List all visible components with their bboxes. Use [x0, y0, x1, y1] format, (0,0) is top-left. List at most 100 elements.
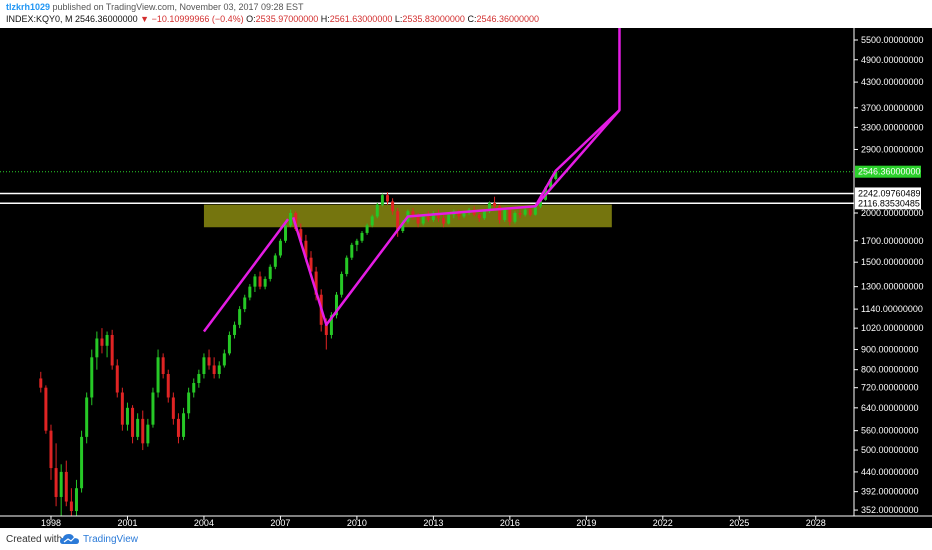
candle [131, 405, 135, 444]
candle-body [365, 225, 369, 233]
candle [49, 424, 53, 480]
candle [105, 331, 109, 358]
author-link[interactable]: tlzkrh1029 [6, 2, 51, 12]
candle-body [258, 276, 262, 287]
candle [212, 357, 216, 379]
candle-body [146, 424, 150, 444]
candle [431, 211, 435, 222]
candle-body [217, 365, 221, 375]
candle [350, 242, 354, 260]
level-label: 2242.09760489 [858, 188, 921, 198]
candle [166, 369, 170, 403]
time-tick-label: 2025 [729, 518, 749, 528]
ohlc-line: INDEX:KQY0, M 2546.36000000 ▼ −10.109999… [6, 14, 539, 24]
candle-body [284, 225, 288, 241]
level-label-bg [855, 187, 921, 200]
down-arrow-icon: ▼ [140, 14, 150, 24]
candle [85, 392, 89, 444]
high-value: 2561.63000000 [329, 14, 393, 24]
time-tick-label: 2010 [347, 518, 367, 528]
candle-body [518, 212, 522, 215]
candle-body [141, 418, 145, 444]
candle-body [416, 216, 420, 224]
candle-body [538, 199, 542, 207]
candle-body [156, 357, 160, 393]
candle-body [335, 294, 339, 316]
candle-body [421, 216, 425, 224]
candle-body [355, 240, 359, 245]
candle [136, 413, 140, 441]
price-tick-label: 640.00000000 [861, 403, 919, 413]
time-axis-ticks[interactable]: 1998 2001 2004 2007 2010 2013 2016 2019 2022 2025… [41, 516, 826, 528]
candle-body [493, 203, 497, 207]
candle [426, 211, 430, 222]
candle [370, 214, 374, 228]
candle-body [528, 209, 532, 215]
candle [518, 209, 522, 219]
candle [258, 271, 262, 290]
candle-body [345, 257, 349, 274]
candle-body [69, 501, 73, 512]
candle [503, 207, 507, 222]
candle [273, 253, 277, 270]
price-axis[interactable] [854, 28, 932, 516]
horizontal-levels-layer [0, 171, 854, 205]
price-axis-ticks: 5500.00000000 4900.00000000 4300.00000000 3… [854, 35, 924, 515]
tradingview-brand[interactable]: TradingView [83, 534, 139, 545]
candle [59, 464, 63, 516]
candle [161, 353, 165, 379]
candle [125, 402, 129, 431]
candle [253, 273, 257, 293]
candle [528, 206, 532, 217]
candle [187, 387, 191, 419]
candle-body [95, 338, 99, 358]
candle [146, 418, 150, 447]
candle [39, 371, 43, 393]
candle-body [222, 353, 226, 366]
pattern-line [202, 218, 290, 333]
candle [421, 214, 425, 226]
last-price-label-bg [855, 165, 921, 178]
time-tick-label: 2016 [500, 518, 520, 528]
candle [248, 284, 252, 301]
candle-body [447, 214, 451, 224]
candle-body [120, 392, 124, 425]
candle-body [442, 218, 446, 224]
candle-body [171, 397, 175, 419]
candle-body [207, 357, 211, 366]
last-price-label: 2546.36000000 [858, 167, 921, 177]
high-label: H: [320, 14, 330, 24]
price-chart[interactable]: 5500.00000000 4900.00000000 4300.00000000 3… [0, 28, 932, 528]
candle-body [304, 240, 308, 258]
candle [380, 193, 384, 207]
candle-body [340, 273, 344, 295]
candle-body [523, 209, 527, 215]
level-label: 2116.83530485 [858, 198, 920, 208]
candle-body [426, 216, 430, 220]
candle [151, 387, 155, 428]
candle [44, 385, 48, 434]
candle [233, 321, 237, 339]
candle [243, 294, 247, 313]
close-value: 2546.36000000 [476, 14, 540, 24]
candle-body [227, 334, 231, 354]
candle-body [187, 392, 191, 414]
candle-body [329, 315, 333, 335]
price-tick-label: 560.00000000 [861, 426, 919, 436]
candle-body [309, 257, 313, 272]
candle [284, 223, 288, 243]
candle [115, 359, 119, 398]
candle [513, 211, 517, 224]
candle-body [85, 397, 89, 437]
candle [69, 488, 73, 516]
candle [120, 387, 124, 431]
time-tick-label: 2019 [576, 518, 596, 528]
candle [207, 349, 211, 370]
price-tick-label: 352.00000000 [861, 505, 919, 515]
candle [355, 238, 359, 252]
candle-body [324, 324, 328, 335]
candle [375, 203, 379, 219]
candle-body [498, 206, 502, 220]
low-value: 2535.83000000 [402, 14, 465, 24]
candle-body [105, 334, 109, 346]
